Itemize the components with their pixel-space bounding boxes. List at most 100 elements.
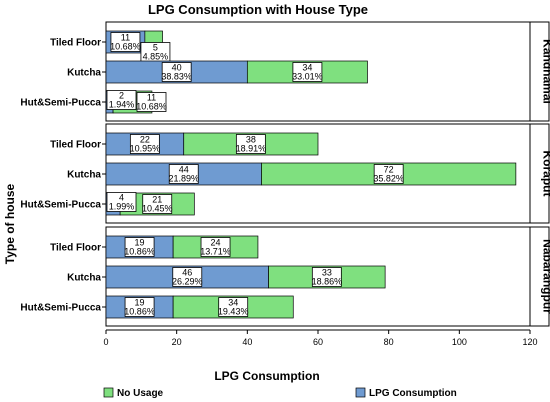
data-label-percent: 18.91% (236, 144, 267, 154)
legend-swatch (103, 387, 114, 398)
data-label-box (161, 62, 192, 82)
data-label-none: 54.85% (140, 42, 171, 62)
y-axis-label: Type of house (3, 183, 17, 264)
x-axis-label: LPG Consumption (214, 369, 319, 383)
category-label: Tiled Floor (50, 38, 101, 49)
data-label-percent: 35.82% (373, 174, 404, 184)
data-label-box (136, 92, 167, 112)
x-tick-label: 20 (172, 337, 182, 347)
data-label-percent: 4.85% (143, 52, 169, 62)
data-label-percent: 10.86% (124, 247, 155, 257)
legend: No Usage LPG Consumption (103, 387, 457, 399)
data-label-percent: 13.71% (200, 247, 231, 257)
data-label-lpg: 21.94% (106, 90, 137, 110)
data-label-value: 19 (135, 238, 145, 248)
data-label-value: 72 (384, 165, 394, 175)
panel-strip (529, 226, 550, 327)
x-tick-label: 40 (242, 337, 252, 347)
category-label: Kutcha (67, 273, 101, 284)
data-label-box (373, 164, 404, 184)
category-label: Hut&Semi-Pucca (20, 98, 101, 109)
data-label-percent: 19.43% (218, 307, 249, 317)
category-label: Kutcha (67, 170, 101, 181)
data-label-percent: 18.86% (312, 277, 343, 287)
data-label-lpg: 41.99% (106, 192, 137, 212)
panel-strip (529, 123, 550, 224)
category-label: Hut&Semi-Pucca (20, 303, 101, 314)
data-label-percent: 10.86% (124, 307, 155, 317)
data-label-value: 19 (135, 298, 145, 308)
legend-swatch (355, 387, 366, 398)
data-label-percent: 10.95% (130, 144, 161, 154)
x-tick-label: 60 (313, 337, 323, 347)
data-label-value: 34 (302, 63, 312, 73)
x-axis: 0 20 40 60 80 100 120 (103, 329, 538, 347)
category-label: Tiled Floor (50, 140, 101, 151)
data-label-value: 4 (119, 193, 124, 203)
data-label-box (172, 267, 203, 287)
chart-title: LPG Consumption with House Type (148, 2, 368, 17)
category-label: Tiled Floor (50, 243, 101, 254)
category-label: Kutcha (67, 68, 101, 79)
data-label-box (235, 134, 266, 154)
legend-item-lpg: LPG Consumption (355, 387, 457, 399)
data-label-box (142, 194, 173, 214)
data-label-value: 44 (179, 165, 189, 175)
data-label-box (124, 237, 155, 257)
legend-item-none: No Usage (103, 387, 164, 399)
data-label-box (106, 90, 137, 110)
data-label-percent: 26.29% (172, 277, 203, 287)
x-tick-label: 0 (103, 337, 108, 347)
data-label-percent: 21.89% (168, 174, 199, 184)
data-label-box (311, 267, 342, 287)
data-label-value: 34 (228, 298, 238, 308)
data-label-box (200, 237, 231, 257)
data-label-box (106, 192, 137, 212)
data-label-value: 24 (211, 238, 221, 248)
panel-strip (529, 21, 550, 122)
x-tick-label: 80 (384, 337, 394, 347)
data-label-percent: 38.83% (161, 72, 192, 82)
category-label: Hut&Semi-Pucca (20, 200, 101, 211)
panel-label: Koraput (541, 151, 550, 197)
data-label-percent: 10.68% (136, 102, 167, 112)
data-label-percent: 1.94% (109, 100, 135, 110)
data-label-percent: 10.68% (110, 42, 141, 52)
data-label-value: 38 (246, 135, 256, 145)
data-label-value: 2 (119, 91, 124, 101)
data-label-box (292, 62, 323, 82)
data-label-value: 33 (322, 268, 332, 278)
legend-label: No Usage (117, 388, 164, 399)
panel-label: Kandhamal (541, 39, 550, 104)
data-label-value: 40 (172, 63, 182, 73)
data-label-value: 11 (121, 33, 130, 43)
legend-label: LPG Consumption (369, 388, 457, 399)
data-label-percent: 10.45% (142, 204, 173, 214)
data-label-box (129, 134, 160, 154)
panel-label: Nabarangpur (541, 239, 550, 314)
